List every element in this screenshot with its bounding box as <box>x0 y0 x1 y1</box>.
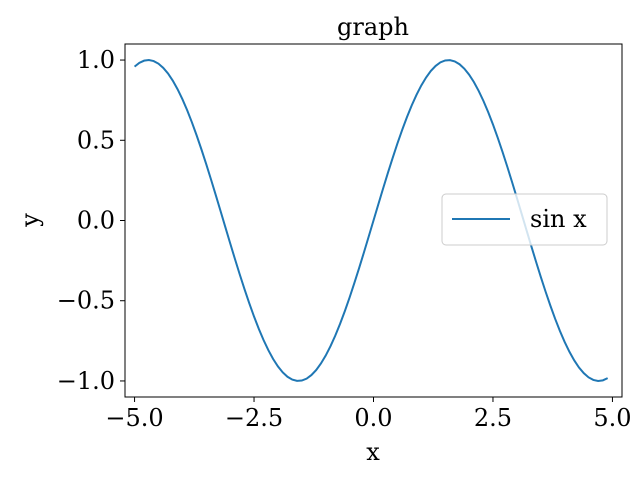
legend: sin x <box>441 193 608 246</box>
y-tick-label: 0.0 <box>77 207 115 235</box>
y-axis-label: y <box>16 213 44 228</box>
x-tick-label: 0.0 <box>354 404 392 432</box>
legend-box <box>441 193 608 246</box>
x-axis-label: x <box>366 438 380 466</box>
x-tick-label: −5.0 <box>105 404 163 432</box>
y-tick-label: 0.5 <box>77 126 115 154</box>
x-axis-ticks: −5.0 −2.5 0.0 2.5 5.0 <box>105 397 632 432</box>
x-tick-label: −2.5 <box>225 404 283 432</box>
y-tick-label: 1.0 <box>77 46 115 74</box>
chart-title: graph <box>337 13 409 41</box>
y-tick-label: −1.0 <box>57 367 115 395</box>
legend-label: sin x <box>530 205 587 233</box>
y-axis-ticks: −1.0 −0.5 0.0 0.5 1.0 <box>57 46 125 395</box>
x-tick-label: 5.0 <box>593 404 631 432</box>
y-tick-label: −0.5 <box>57 287 115 315</box>
x-tick-label: 2.5 <box>474 404 512 432</box>
